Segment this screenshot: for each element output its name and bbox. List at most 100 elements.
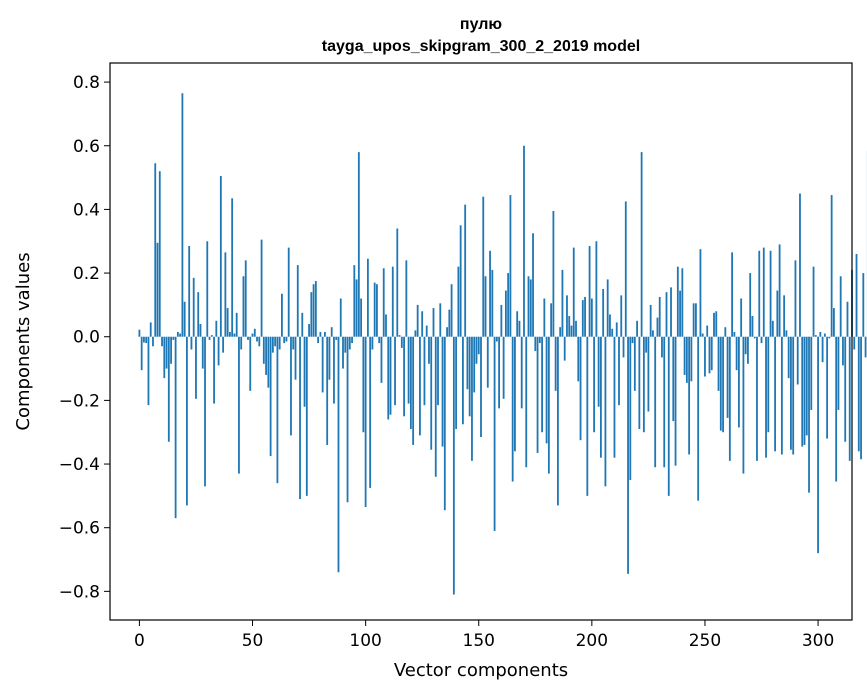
bar-104: [373, 282, 376, 337]
x-tick-label: 300: [802, 631, 834, 651]
bar-242: [685, 336, 688, 383]
bar-292: [799, 193, 801, 337]
bar-314: [848, 336, 851, 461]
bar-321: [864, 336, 867, 358]
bar-282: [776, 290, 779, 337]
bar-146: [468, 336, 471, 417]
bar-252: [708, 336, 711, 374]
bar-237: [674, 336, 677, 466]
bar-204: [599, 336, 602, 458]
bar-200: [590, 298, 593, 337]
bar-14: [170, 336, 172, 364]
x-axis-label: Vector components: [394, 660, 568, 681]
bar-62: [278, 336, 281, 350]
bar-299: [814, 335, 817, 337]
bar-319: [860, 336, 862, 460]
bar-185: [557, 336, 559, 506]
bar-168: [518, 320, 521, 337]
bar-300: [817, 336, 819, 554]
y-tick-label: −0.8: [59, 582, 100, 602]
bar-306: [830, 195, 833, 337]
bar-50: [251, 333, 254, 337]
bar-130: [432, 308, 435, 337]
bar-190: [568, 316, 571, 337]
bar-90: [342, 336, 344, 369]
bar-317: [855, 253, 858, 337]
bar-196: [581, 300, 584, 337]
bar-302: [821, 336, 824, 363]
bar-211: [615, 322, 618, 337]
bar-10: [161, 336, 163, 347]
bar-223: [642, 336, 645, 433]
bar-77: [312, 284, 315, 337]
bar-112: [391, 266, 394, 337]
bar-268: [744, 336, 747, 355]
bar-193: [575, 320, 577, 337]
bar-128: [428, 336, 430, 364]
bar-134: [441, 336, 444, 447]
bar-69: [294, 336, 297, 380]
bar-192: [572, 247, 575, 337]
bar-40: [228, 331, 231, 337]
bar-89: [339, 298, 342, 337]
bar-5: [149, 322, 152, 337]
bar-66: [287, 247, 290, 337]
bar-144: [464, 204, 467, 337]
bar-0: [138, 329, 141, 337]
bar-178: [541, 336, 543, 433]
bar-261: [728, 336, 731, 461]
bar-239: [679, 290, 681, 337]
bar-152: [482, 196, 485, 337]
bar-56: [265, 336, 267, 375]
bar-177: [538, 336, 541, 344]
bar-57: [267, 336, 270, 388]
bar-139: [452, 336, 455, 595]
bar-80: [319, 331, 322, 337]
bar-180: [545, 336, 548, 444]
bar-48: [247, 336, 249, 340]
bar-131: [434, 336, 437, 477]
bar-125: [421, 311, 424, 337]
bar-312: [844, 336, 847, 442]
bar-137: [448, 309, 451, 337]
x-tick-label: 100: [349, 631, 381, 651]
bar-70: [296, 265, 299, 337]
bar-61: [276, 336, 279, 484]
bar-158: [495, 336, 498, 342]
bar-184: [554, 336, 557, 391]
bar-148: [473, 336, 476, 393]
bar-142: [459, 225, 462, 337]
bar-19: [181, 93, 184, 337]
bar-215: [624, 201, 627, 337]
bar-75: [308, 323, 310, 337]
bar-122: [414, 330, 417, 337]
y-tick-label: −0.6: [59, 519, 100, 539]
bar-26: [197, 292, 200, 337]
bar-141: [457, 266, 460, 337]
bar-55: [262, 336, 265, 364]
bar-293: [801, 336, 804, 447]
bar-189: [566, 295, 568, 337]
bar-285: [783, 295, 786, 337]
bar-29: [204, 336, 206, 487]
bar-156: [491, 269, 494, 337]
bar-82: [324, 331, 326, 337]
bar-270: [749, 273, 752, 337]
bar-238: [676, 266, 679, 337]
y-axis-ticks: −0.8 −0.6 −0.4 −0.2 0.0 0.2 0.4 0.6 0.8: [59, 73, 110, 602]
bar-170: [523, 145, 525, 337]
bar-11: [163, 336, 166, 379]
bar-154: [486, 336, 489, 388]
bar-123: [416, 304, 419, 337]
plot-frame: [109, 62, 853, 621]
bar-22: [188, 246, 191, 337]
bar-243: [688, 336, 691, 455]
bar-280: [771, 320, 774, 337]
bar-218: [631, 336, 634, 344]
bar-224: [645, 336, 648, 353]
bar-276: [762, 247, 765, 337]
bar-272: [753, 336, 756, 339]
bar-286: [785, 330, 788, 337]
bar-92: [346, 336, 349, 503]
bar-46: [242, 276, 245, 337]
